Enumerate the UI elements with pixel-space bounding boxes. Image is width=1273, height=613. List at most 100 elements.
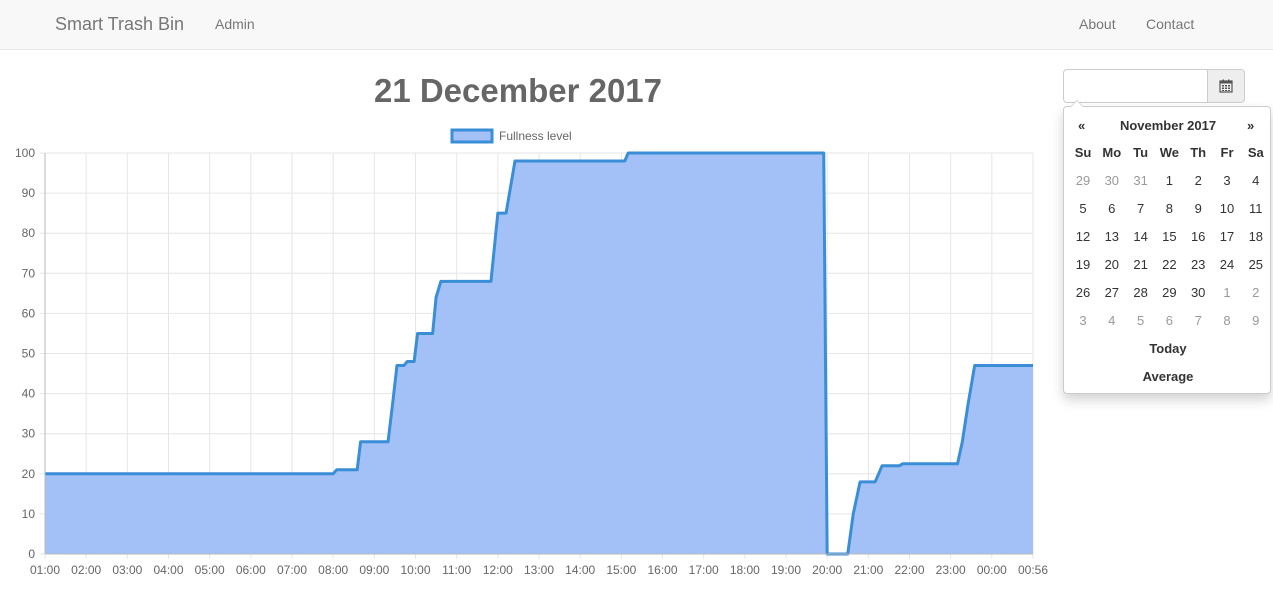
y-tick-label: 30 — [22, 427, 36, 441]
calendar-day[interactable]: 5 — [1079, 201, 1087, 216]
calendar-week: 12 13 14 15 16 17 18 — [1068, 223, 1268, 251]
calendar-day[interactable]: 3 — [1079, 313, 1087, 328]
calendar-week: 19 20 21 22 23 24 25 — [1068, 251, 1268, 279]
x-tick-label: 17:00 — [689, 563, 719, 577]
x-tick-label: 07:00 — [277, 563, 307, 577]
nav-link-about[interactable]: About — [1079, 16, 1116, 32]
calendar-day[interactable]: 1 — [1223, 285, 1231, 300]
x-tick-label: 03:00 — [112, 563, 142, 577]
y-tick-label: 40 — [22, 387, 36, 401]
calendar-day[interactable]: 15 — [1162, 229, 1177, 244]
calendar-day[interactable]: 9 — [1252, 313, 1260, 328]
x-tick-label: 06:00 — [236, 563, 266, 577]
calendar-day[interactable]: 26 — [1075, 285, 1091, 300]
calendar-day[interactable]: 18 — [1248, 229, 1264, 244]
weekday-label: Tu — [1133, 145, 1149, 160]
calendar-day[interactable]: 11 — [1249, 201, 1263, 216]
calendar-week: 3 4 5 6 7 8 9 — [1068, 307, 1268, 335]
calendar-day[interactable]: 29 — [1075, 173, 1091, 188]
calendar-day[interactable]: 28 — [1133, 285, 1148, 300]
calendar-icon — [1219, 79, 1233, 93]
calendar-day[interactable]: 25 — [1248, 257, 1264, 272]
calendar-day[interactable]: 8 — [1223, 313, 1231, 328]
calendar-day[interactable]: 27 — [1104, 285, 1120, 300]
calendar-day[interactable]: 14 — [1133, 229, 1148, 244]
legend-label: Fullness level — [499, 129, 572, 143]
weekday-label: Fr — [1220, 145, 1234, 160]
y-tick-label: 10 — [22, 507, 36, 521]
calendar-day[interactable]: 22 — [1162, 257, 1177, 272]
calendar-day[interactable]: 6 — [1108, 201, 1116, 216]
calendar-day[interactable]: 2 — [1252, 285, 1260, 300]
calendar-day[interactable]: 12 — [1075, 229, 1091, 244]
x-tick-label: 02:00 — [71, 563, 101, 577]
weekday-label: Su — [1074, 145, 1092, 160]
calendar-day[interactable]: 9 — [1194, 201, 1202, 216]
x-tick-label: 04:00 — [153, 563, 183, 577]
calendar-day[interactable]: 2 — [1194, 173, 1202, 188]
calendar-day[interactable]: 3 — [1223, 173, 1231, 188]
y-tick-label: 70 — [22, 266, 36, 280]
calendar-day[interactable]: 4 — [1108, 313, 1116, 328]
nav-link-contact[interactable]: Contact — [1146, 16, 1195, 32]
calendar-day[interactable]: 1 — [1165, 173, 1173, 188]
calendar-button[interactable] — [1207, 69, 1245, 103]
fullness-chart: Fullness level 0 10 20 30 40 50 60 70 80 90 100 01:0… — [15, 128, 1048, 577]
series-line — [45, 151, 1033, 556]
x-tick-label: 05:00 — [195, 563, 225, 577]
calendar-day[interactable]: 24 — [1219, 257, 1235, 272]
x-tick-label: 18:00 — [730, 563, 760, 577]
y-tick-label: 50 — [22, 347, 36, 361]
x-tick-label: 22:00 — [894, 563, 924, 577]
nav-link-admin[interactable]: Admin — [215, 16, 255, 32]
date-picker — [1063, 69, 1245, 103]
calendar-day[interactable]: 17 — [1219, 229, 1235, 244]
x-tick-label: 20:00 — [812, 563, 842, 577]
weekday-label: Th — [1190, 145, 1207, 160]
x-tick-label: 23:00 — [936, 563, 966, 577]
calendar-day[interactable]: 6 — [1165, 313, 1173, 328]
calendar-day[interactable]: 4 — [1252, 173, 1260, 188]
calendar-day[interactable]: 19 — [1075, 257, 1091, 272]
x-tick-label: 00:00 — [977, 563, 1007, 577]
calendar-day[interactable]: 31 — [1133, 173, 1148, 188]
weekday-header: Su Mo Tu We Th Fr Sa — [1068, 139, 1268, 167]
legend-swatch — [450, 128, 494, 144]
x-tick-label: 00:56 — [1018, 563, 1048, 577]
x-tick-label: 13:00 — [524, 563, 554, 577]
calendar-day[interactable]: 10 — [1219, 201, 1235, 216]
navbar: Smart Trash Bin Admin About Contact — [0, 0, 1273, 50]
calendar-day[interactable]: 13 — [1104, 229, 1120, 244]
calendar-day[interactable]: 8 — [1165, 201, 1173, 216]
month-switch[interactable]: November 2017 — [1119, 118, 1217, 133]
calendar-week: 29 30 31 1 2 3 4 — [1068, 167, 1268, 195]
x-tick-label: 14:00 — [565, 563, 595, 577]
x-tick-label: 10:00 — [400, 563, 430, 577]
calendar-day[interactable]: 20 — [1104, 257, 1120, 272]
calendar-day[interactable]: 21 — [1133, 257, 1148, 272]
calendar-day[interactable]: 30 — [1104, 173, 1120, 188]
calendar-day[interactable]: 7 — [1136, 201, 1145, 216]
x-tick-label: 01:00 — [30, 563, 60, 577]
weekday-label: Sa — [1247, 145, 1264, 160]
calendar-week: 26 27 28 29 30 1 2 — [1068, 279, 1268, 307]
x-tick-label: 15:00 — [606, 563, 636, 577]
calendar-day[interactable]: 23 — [1190, 257, 1206, 272]
calendar-day[interactable]: 30 — [1190, 285, 1206, 300]
x-tick-label: 11:00 — [442, 563, 471, 577]
x-tick-label: 08:00 — [318, 563, 348, 577]
y-tick-label: 0 — [28, 547, 35, 561]
navbar-brand[interactable]: Smart Trash Bin — [55, 14, 185, 34]
calendar-day[interactable]: 16 — [1190, 229, 1206, 244]
calendar-day[interactable]: 7 — [1194, 313, 1202, 328]
date-input[interactable] — [1063, 69, 1208, 103]
today-button[interactable]: Today — [1149, 341, 1187, 356]
calendar-day[interactable]: 5 — [1136, 313, 1145, 328]
x-tick-label: 12:00 — [483, 563, 513, 577]
prev-month-button[interactable]: « — [1078, 118, 1086, 133]
average-button[interactable]: Average — [1142, 369, 1194, 384]
x-tick-label: 09:00 — [359, 563, 389, 577]
next-month-button[interactable]: » — [1247, 118, 1255, 133]
weekday-label: We — [1159, 145, 1180, 160]
calendar-day[interactable]: 29 — [1162, 285, 1177, 300]
